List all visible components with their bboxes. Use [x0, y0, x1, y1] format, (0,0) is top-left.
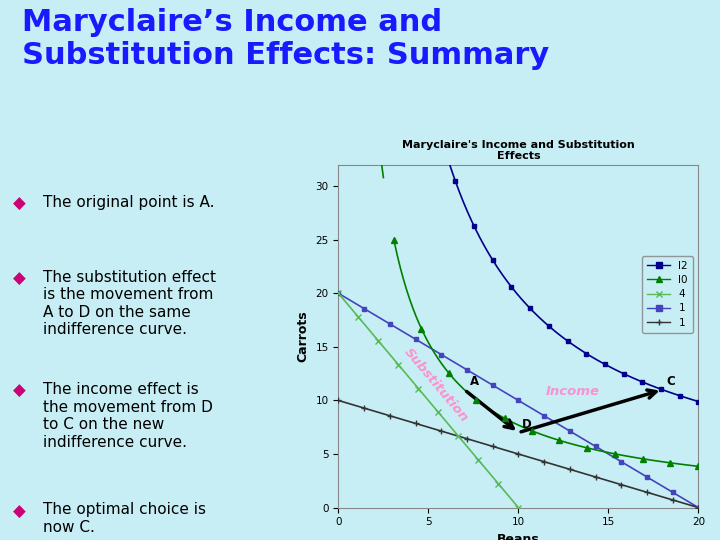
Text: The income effect is
the movement from D
to C on the new
indifference curve.: The income effect is the movement from D… [43, 382, 213, 450]
Text: Substitution: Substitution [402, 346, 471, 425]
Y-axis label: Carrots: Carrots [297, 310, 310, 362]
Text: The original point is A.: The original point is A. [43, 195, 215, 210]
Text: The substitution effect
is the movement from
A to D on the same
indifference cur: The substitution effect is the movement … [43, 270, 216, 337]
Legend: I2, I0, 4, 1, 1: I2, I0, 4, 1, 1 [642, 255, 693, 333]
Title: Maryclaire's Income and Substitution
Effects: Maryclaire's Income and Substitution Eff… [402, 139, 635, 161]
Text: Maryclaire’s Income and
Substitution Effects: Summary: Maryclaire’s Income and Substitution Eff… [22, 8, 549, 70]
Text: C: C [666, 375, 675, 388]
Text: ◆: ◆ [13, 195, 26, 213]
Text: ◆: ◆ [13, 382, 26, 400]
Text: ◆: ◆ [13, 502, 26, 521]
X-axis label: Beans: Beans [497, 533, 540, 540]
Text: ◆: ◆ [13, 270, 26, 288]
Text: A: A [469, 375, 479, 388]
Text: D: D [522, 418, 532, 431]
Text: Income: Income [546, 385, 599, 398]
Text: The optimal choice is
now C.: The optimal choice is now C. [43, 502, 206, 535]
